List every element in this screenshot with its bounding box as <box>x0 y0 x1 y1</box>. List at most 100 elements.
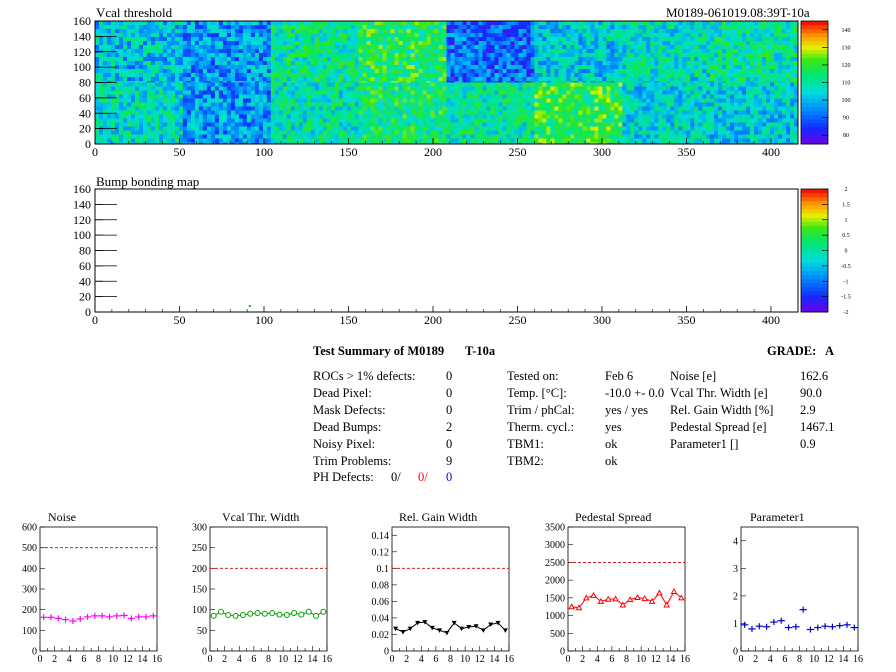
map-cell <box>186 122 192 127</box>
map-cell <box>394 65 399 70</box>
map-cell <box>618 37 623 42</box>
map-cell <box>742 81 747 83</box>
map-cell <box>470 37 475 42</box>
map-cell <box>262 138 268 143</box>
map-cell <box>382 102 387 107</box>
map-cell <box>115 114 120 119</box>
map-cell <box>171 45 176 50</box>
map-cell <box>362 49 367 54</box>
map-cell <box>111 77 116 82</box>
map-cell <box>135 45 140 50</box>
map-cell <box>159 21 164 26</box>
map-cell <box>570 69 575 74</box>
map-cell <box>234 37 240 42</box>
map-cell <box>570 86 575 91</box>
map-cell <box>526 114 531 119</box>
map-cell <box>734 77 739 82</box>
map-cell <box>230 73 236 78</box>
map-cell <box>758 53 763 58</box>
map-cell <box>574 69 579 74</box>
map-cell <box>426 82 431 87</box>
map-cell <box>167 49 172 54</box>
map-cell <box>354 49 359 54</box>
map-cell <box>658 53 663 58</box>
map-cell <box>222 106 228 111</box>
map-cell <box>778 41 783 46</box>
map-cell <box>790 45 795 50</box>
map-cell <box>306 106 312 111</box>
map-cell <box>354 138 359 143</box>
map-cell <box>602 130 607 135</box>
map-cell <box>374 37 379 42</box>
map-cell <box>582 53 587 58</box>
map-cell <box>710 37 715 42</box>
map-cell <box>710 49 715 54</box>
map-cell <box>610 126 615 131</box>
map-cell <box>522 106 527 111</box>
map-cell <box>414 94 419 99</box>
map-cell <box>454 82 459 87</box>
map-cell <box>127 61 132 66</box>
map-cell <box>554 49 559 54</box>
map-cell <box>298 53 304 58</box>
map-cell <box>502 81 507 83</box>
map-cell <box>294 61 300 66</box>
map-cell <box>454 25 459 30</box>
map-cell <box>123 122 128 127</box>
map-cell <box>175 110 180 115</box>
map-cell <box>666 61 671 66</box>
map-cell <box>95 81 100 83</box>
map-cell <box>95 130 100 135</box>
map-cell <box>302 65 308 70</box>
map-cell <box>454 126 459 131</box>
map-cell <box>742 37 747 42</box>
map-cell <box>250 134 256 139</box>
map-cell <box>586 94 591 99</box>
map-cell <box>438 98 443 103</box>
map-cell <box>774 25 779 30</box>
map-cell <box>171 65 176 70</box>
map-cell <box>107 25 112 30</box>
map-cell <box>418 81 423 83</box>
map-cell <box>718 45 723 50</box>
map-cell <box>242 25 248 30</box>
map-cell <box>518 98 523 103</box>
map-cell <box>510 21 515 26</box>
map-cell <box>186 61 192 66</box>
map-cell <box>434 21 439 26</box>
map-cell <box>402 122 407 127</box>
map-cell <box>446 21 451 26</box>
map-cell <box>354 53 359 58</box>
map-cell <box>558 77 563 82</box>
map-cell <box>179 126 184 131</box>
map-cell <box>426 53 431 58</box>
map-cell <box>294 134 300 139</box>
map-cell <box>782 61 787 66</box>
map-cell <box>462 118 467 123</box>
map-cell <box>298 134 304 139</box>
map-cell <box>418 65 423 70</box>
map-cell <box>274 49 280 54</box>
map-cell <box>642 73 647 78</box>
map-cell <box>290 61 296 66</box>
map-cell <box>111 138 116 143</box>
map-cell <box>143 53 148 58</box>
map-cell <box>466 94 471 99</box>
map-cell <box>210 126 216 131</box>
map-cell <box>570 25 575 30</box>
map-cell <box>374 29 379 34</box>
map-cell <box>614 122 619 127</box>
map-cell <box>714 49 719 54</box>
map-cell <box>99 98 104 103</box>
map-cell <box>638 53 643 58</box>
map-cell <box>163 122 168 127</box>
map-cell <box>722 53 727 58</box>
map-cell <box>506 29 511 34</box>
map-cell <box>622 57 627 62</box>
map-cell <box>95 114 100 119</box>
map-cell <box>278 77 284 82</box>
map-cell <box>366 142 371 145</box>
map-cell <box>650 82 655 87</box>
map-cell <box>242 77 248 82</box>
map-cell <box>526 122 531 127</box>
